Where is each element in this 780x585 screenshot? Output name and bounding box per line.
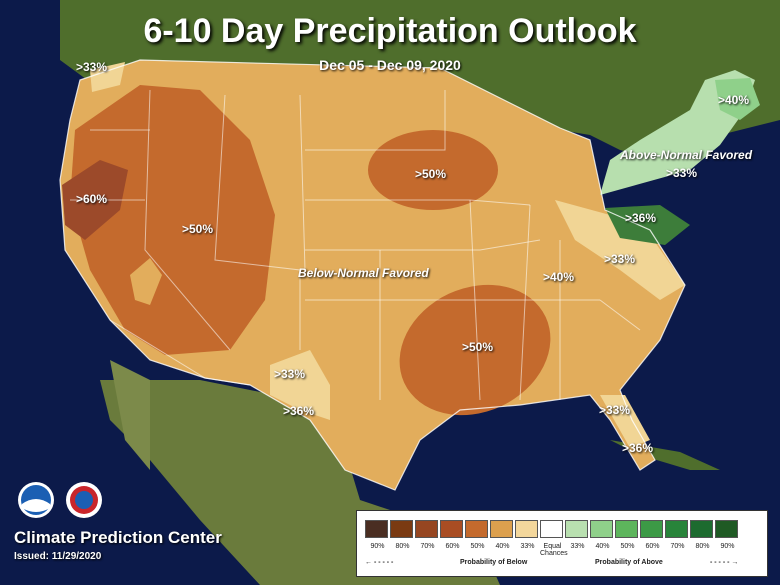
us-border [59,59,686,491]
legend-tick-label: 60% [645,543,660,550]
legend-swatch [540,520,563,538]
legend-tick-label: 50% [620,543,635,550]
mid-atlantic-above-36 [605,205,690,245]
label-west-60: >60% [76,192,108,206]
new-england-above-40 [715,78,760,120]
legend-ticks: 90% 80% 70% 60% 50% 40% 33% Equal Chances 33% 40%… [365,543,740,557]
legend-tick-label: 60% [445,543,460,550]
label-above-normal: Above-Normal Favored [620,148,753,162]
label-southeast-33: >33% [604,252,636,266]
ohio-pale-band [555,200,685,300]
legend-tick-label: 70% [670,543,685,550]
label-new-england-40: >40% [718,93,750,107]
map-date-range: Dec 05 - Dec 09, 2020 [319,57,461,73]
legend-tick-label: 50% [470,543,485,550]
footer-issued-date: Issued: 11/29/2020 [14,551,102,562]
legend-swatch [665,520,688,538]
legend-swatch [490,520,513,538]
agency-logos [18,482,102,518]
legend-tick-label: 40% [495,543,510,550]
legend-swatch [640,520,663,538]
legend-arrow-right-icon: - - - - - → [710,559,739,566]
label-florida-south-36: >36% [622,441,654,455]
noaa-logo-icon [18,482,54,518]
label-texas-south-36: >36% [283,404,315,418]
legend-tick-label: 33% [570,543,585,550]
legend-tick-label: 33% [520,543,535,550]
west-below-50 [70,85,275,355]
label-northeast-33: >33% [666,166,698,180]
legend-tick-label: 40% [595,543,610,550]
state-borders [70,89,641,401]
legend-tick-label: 80% [395,543,410,550]
legend-tick-label: 80% [695,543,710,550]
legend-swatch [390,520,413,538]
northeast-above-normal [600,70,755,195]
legend-swatches [365,520,740,538]
south-central-below-50 [399,284,551,416]
legend-swatch [415,520,438,538]
baja-landmass [110,360,150,470]
great-basin-gap [130,258,162,305]
northwest-pale-region [90,62,125,92]
label-mid-atlantic-36: >36% [625,211,657,225]
legend-below-label: Probability of Below [460,559,528,566]
legend-swatch [365,520,388,538]
label-south-central-50: >50% [462,340,494,354]
label-midwest-50: >50% [415,167,447,181]
label-northwest-33: >33% [76,60,108,74]
legend-swatch [465,520,488,538]
legend-swatch [690,520,713,538]
florida-pale-region [600,395,650,448]
legend-tick-label: 70% [420,543,435,550]
legend-arrow-left-icon: ← - - - - - [365,559,394,566]
label-great-basin-50: >50% [182,222,214,236]
legend-swatch [440,520,463,538]
legend-tick-label: Equal Chances [540,543,568,557]
legend-swatch [715,520,738,538]
legend-box: 90% 80% 70% 60% 50% 40% 33% Equal Chances 33% 40%… [356,510,768,577]
label-florida-north-33: >33% [599,403,631,417]
legend-tick-label: 90% [720,543,735,550]
footer-center-name: Climate Prediction Center [14,528,222,547]
label-below-normal: Below-Normal Favored [298,266,429,280]
label-ohio-valley-40: >40% [543,270,575,284]
label-texas-west-33: >33% [274,367,306,381]
map-title: 6-10 Day Precipitation Outlook [143,12,637,50]
nws-logo-icon [66,482,102,518]
legend-swatch [565,520,588,538]
legend-tick-label: 90% [370,543,385,550]
legend-swatch [515,520,538,538]
texas-pale-region [270,350,330,420]
legend-above-label: Probability of Above [595,559,663,566]
legend-swatch [615,520,638,538]
legend-swatch [590,520,613,538]
